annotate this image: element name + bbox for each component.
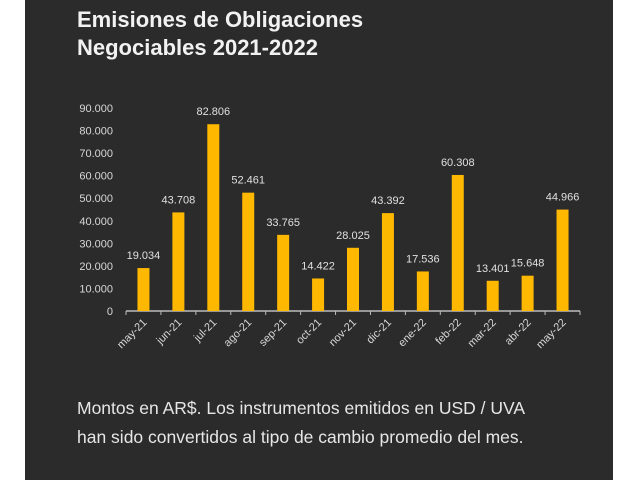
x-tick-label: nov-21 [327,317,359,349]
data-label: 19.034 [127,250,161,262]
y-tick-label: 70.000 [79,148,113,160]
chart-panel [25,0,613,480]
data-label: 28.025 [336,230,370,242]
data-label: 44.966 [546,192,580,204]
bar-oct-21 [312,278,325,311]
data-label: 82.806 [196,106,230,118]
data-label: 52.461 [231,175,265,187]
bar-feb-22 [451,174,464,311]
y-tick-label: 90.000 [79,103,113,115]
data-label: 13.401 [476,263,510,275]
data-label: 14.422 [301,260,335,272]
bar-nov-21 [347,247,359,311]
bar-dic-21 [381,213,394,311]
y-tick-label: 20.000 [79,261,113,273]
data-label: 33.765 [266,217,300,229]
x-tick-label: abr-22 [503,317,534,348]
title-line-1: Emisiones de Obligaciones [77,7,364,32]
x-tick-label: sep-21 [257,317,289,349]
bar-sep-21 [277,234,290,311]
bar-abr-22 [521,275,534,311]
footnote: Montos en AR$. Los instrumentos emitidos… [77,398,525,447]
bar-ago-21 [242,192,255,311]
y-tick-label: 60.000 [79,171,113,183]
x-tick-label: mar-22 [466,317,499,350]
y-tick-label: 30.000 [79,238,113,250]
y-tick-label: 40.000 [79,216,113,228]
y-tick-label: 10.000 [79,283,113,295]
x-tick-label: jun-21 [154,317,185,348]
x-tick-label: dic-21 [364,317,394,347]
x-tick-label: may-22 [534,317,568,351]
bar-ene-22 [416,271,429,311]
x-tick-label: ago-21 [222,317,255,350]
x-tick-label: ene-22 [396,317,429,350]
data-label: 15.648 [511,258,545,270]
x-tick-label: feb-22 [433,317,464,348]
title-line-2: Negociables 2021-2022 [77,35,318,60]
x-tick-label: may-21 [115,317,149,351]
x-tick-label: jul-21 [191,317,219,345]
bar-jul-21 [207,124,220,311]
data-label: 17.536 [406,253,440,265]
bar-mar-22 [486,280,499,311]
x-tick-label: oct-21 [294,317,324,347]
bar-may-21 [137,268,150,311]
y-tick-label: 50.000 [79,193,113,205]
data-label: 60.308 [441,157,475,169]
y-tick-label: 80.000 [79,126,113,138]
y-tick-label: 0 [107,306,113,318]
bar-jun-21 [172,212,185,311]
chart-title: Emisiones de Obligaciones Negociables 20… [77,6,363,62]
bar-may-22 [556,209,569,311]
data-label: 43.708 [162,194,196,206]
data-label: 43.392 [371,195,405,207]
